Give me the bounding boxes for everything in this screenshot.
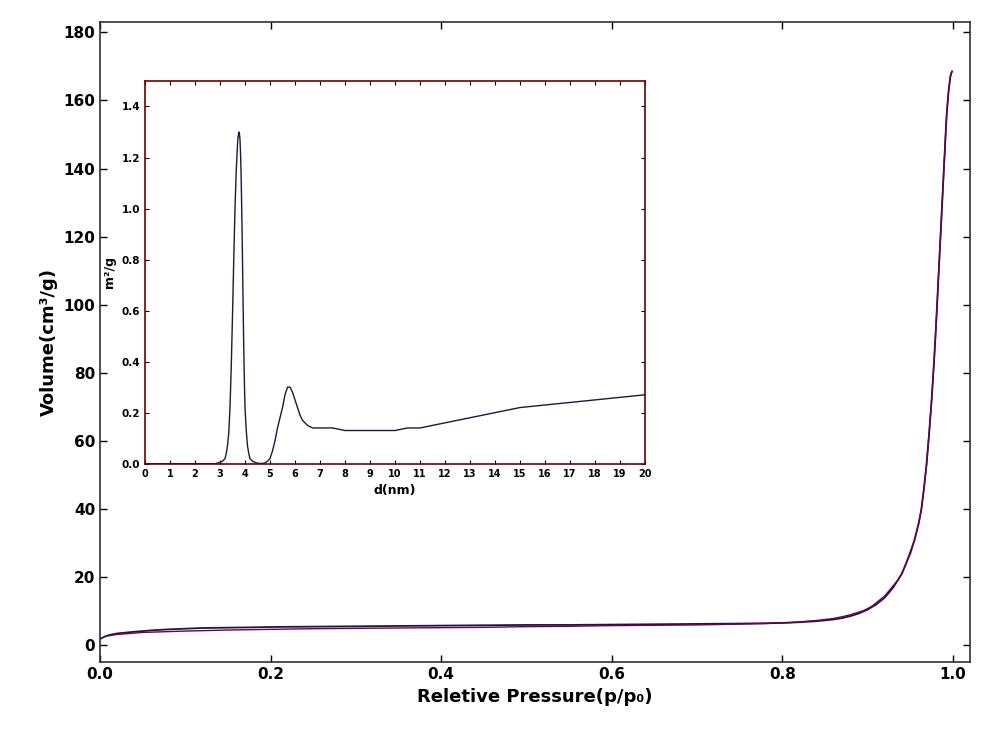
X-axis label: Reletive Pressure(p/p₀): Reletive Pressure(p/p₀) <box>417 688 653 706</box>
Y-axis label: Volume(cm³/g): Volume(cm³/g) <box>40 268 58 417</box>
X-axis label: d(nm): d(nm) <box>374 484 416 497</box>
Y-axis label: m²/g: m²/g <box>103 256 116 289</box>
